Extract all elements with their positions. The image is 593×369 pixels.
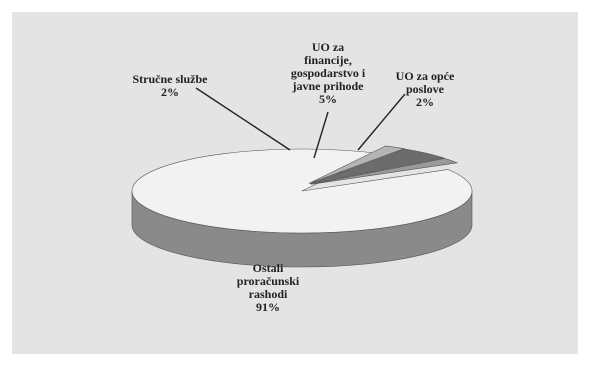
pie-slice-strucne-sluzbe [308,145,406,184]
data-label-line: UO za opće [396,69,455,83]
data-label-line: javne prihode [291,79,364,93]
leader-line-strucne-sluzbe [195,87,291,151]
pie-labels: Ostali proračunski rashodi 91% Stručne služb… [133,40,455,314]
data-label-line: Ostali [253,261,284,275]
data-label-line: proračunski [237,274,300,288]
data-label-line: 2% [161,85,179,99]
pie-slice-uo-za-financije [309,148,445,185]
data-label-line: 5% [319,92,337,106]
data-label-line: 91% [256,300,280,314]
data-label-line: UO za [312,40,344,54]
leader-line-uo-za-opce-poslove [357,93,406,151]
data-label-uo-za-financije-gospodarstvo-i-javne-prihode: UO za financije, gospodarstvo i javne priho… [291,40,366,106]
data-label-strucne-sluzbe: Stručne službe 2% [133,72,209,99]
leader-line-uo-za-financije-gospodarstvo-i-javne-prihode [313,111,329,159]
data-label-line: financije, [304,53,352,67]
pie-tops [131,145,473,234]
pie-leader-lines [195,87,406,159]
pie-slice-uo-za-opce-poslove [310,158,459,185]
data-label-line: poslove [406,82,445,96]
pie-slice-ostali [131,148,473,234]
data-label-line: 2% [416,95,434,109]
data-label-uo-za-opce-poslove: UO za opće poslove 2% [396,69,455,109]
data-label-line: rashodi [249,287,288,301]
data-label-line: gospodarstvo i [291,66,366,80]
data-label-ostali-proracunski-rashodi: Ostali proračunski rashodi 91% [237,261,300,314]
data-label-line: Stručne službe [133,72,209,86]
